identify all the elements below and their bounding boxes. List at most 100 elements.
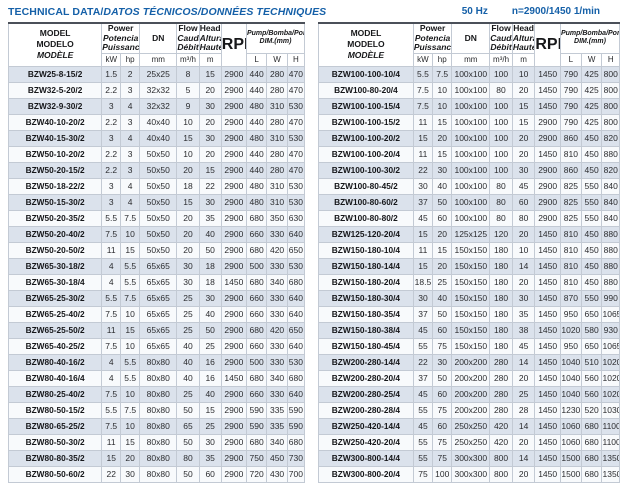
value-cell: 10 xyxy=(120,417,141,435)
model-cell: BZW150-180-38/4 xyxy=(318,321,414,339)
value-cell: 50x50 xyxy=(139,193,178,211)
value-cell: 3 xyxy=(101,177,122,195)
value-cell: 660 xyxy=(245,305,268,323)
value-cell: 790 xyxy=(559,97,582,115)
value-cell: 2900 xyxy=(220,161,247,179)
value-cell: 7.5 xyxy=(101,337,122,355)
value-cell: 15 xyxy=(412,225,434,243)
value-cell: 1500 xyxy=(559,465,582,483)
value-cell: 75 xyxy=(432,433,453,451)
value-cell: 50x50 xyxy=(139,177,178,195)
value-cell: 25 xyxy=(432,273,453,291)
value-cell: 425 xyxy=(580,65,603,83)
value-cell: 40 xyxy=(198,305,222,323)
value-cell: 75 xyxy=(412,465,434,483)
value-cell: 7.5 xyxy=(412,81,434,99)
value-cell: 530 xyxy=(286,177,306,195)
value-cell: 15 xyxy=(432,241,453,259)
value-cell: 335 xyxy=(266,417,288,435)
value-cell: 100x100 xyxy=(451,177,491,195)
unit-hp: hp xyxy=(432,52,453,67)
value-cell: 2900 xyxy=(220,401,247,419)
value-cell: 2.2 xyxy=(101,161,122,179)
value-cell: 520 xyxy=(580,401,603,419)
value-cell: 2.2 xyxy=(101,145,122,163)
value-cell: 200x200 xyxy=(451,369,491,387)
value-cell: 880 xyxy=(601,257,620,275)
value-cell: 60 xyxy=(198,465,222,483)
value-cell: 500 xyxy=(245,257,268,275)
table-row: BZW40-15-30/2 3 4 40x40 15 30 2900 480 310 530 xyxy=(7,129,306,147)
value-cell: 280 xyxy=(266,81,288,99)
value-cell: 590 xyxy=(245,401,268,419)
table-row: BZW100-80-20/4 7.5 10 100x100 80 20 1450 790 425… xyxy=(318,81,620,99)
value-cell: 335 xyxy=(266,401,288,419)
value-cell: 300x300 xyxy=(451,449,491,467)
value-cell: 1450 xyxy=(534,465,561,483)
value-cell: 10 xyxy=(432,97,453,115)
value-cell: 330 xyxy=(266,385,288,403)
model-cell: BZW80-25-40/2 xyxy=(7,385,103,403)
model-cell: BZW150-180-14/4 xyxy=(318,257,414,275)
value-cell: 1450 xyxy=(534,225,561,243)
value-cell: 30 xyxy=(412,289,434,307)
value-cell: 15 xyxy=(176,129,200,147)
table-row: BZW100-100-20/2 15 20 100x100 100 20 2900 860 45… xyxy=(318,129,620,147)
model-cell: BZW100-80-20/4 xyxy=(318,81,414,99)
value-cell: 2900 xyxy=(534,129,561,147)
value-cell: 7.5 xyxy=(101,305,122,323)
value-cell: 40 xyxy=(198,385,222,403)
value-cell: 250x250 xyxy=(451,433,491,451)
col-header-head: Head Altura Hauteur xyxy=(198,22,222,54)
value-cell: 55 xyxy=(412,449,434,467)
value-cell: 15 xyxy=(198,161,222,179)
value-cell: 22 xyxy=(198,177,222,195)
unit-kw: kW xyxy=(101,52,122,67)
value-cell: 2900 xyxy=(220,449,247,467)
table-body-left: BZW25-8-15/2 1.5 2 25x25 8 15 2900 440 280 470 BZW… xyxy=(7,65,306,483)
value-cell: 1350 xyxy=(601,449,620,467)
value-cell: 25 xyxy=(176,289,200,307)
value-cell: 640 xyxy=(286,385,306,403)
value-cell: 15 xyxy=(198,401,222,419)
value-cell: 180 xyxy=(489,273,513,291)
value-cell: 10 xyxy=(120,337,141,355)
value-cell: 30 xyxy=(432,353,453,371)
model-cell: BZW65-25-30/2 xyxy=(7,289,103,307)
value-cell: 15 xyxy=(120,433,141,451)
title-bar: TECHNICAL DATA/DATOS TÉCNICOS/DONNÉES TE… xyxy=(8,4,620,22)
model-cell: BZW150-180-35/4 xyxy=(318,305,414,323)
value-cell: 80x80 xyxy=(139,465,178,483)
value-cell: 14 xyxy=(511,353,536,371)
value-cell: 50x50 xyxy=(139,145,178,163)
table-header: MODEL MODELO MODÈLE Power Potencia Puiss… xyxy=(7,22,306,67)
value-cell: 1450 xyxy=(534,353,561,371)
value-cell: 1450 xyxy=(534,273,561,291)
value-cell: 330 xyxy=(266,225,288,243)
value-cell: 125x125 xyxy=(451,225,491,243)
value-cell: 7.5 xyxy=(432,65,453,83)
unit-l: L xyxy=(559,52,582,67)
value-cell: 14 xyxy=(511,417,536,435)
value-cell: 330 xyxy=(266,289,288,307)
page-title-intl: DATOS TÉCNICOS/DONNÉES TECHNIQUES xyxy=(103,6,327,18)
value-cell: 14 xyxy=(511,449,536,467)
value-cell: 1020 xyxy=(601,385,620,403)
table-body-right: BZW100-100-10/4 5.5 7.5 100x100 100 10 1450 790… xyxy=(318,65,620,483)
value-cell: 75 xyxy=(432,337,453,355)
value-cell: 450 xyxy=(580,273,603,291)
value-cell: 20 xyxy=(511,81,536,99)
value-cell: 22 xyxy=(412,161,434,179)
value-cell: 180 xyxy=(489,257,513,275)
value-cell: 1450 xyxy=(534,321,561,339)
model-cell: BZW40-15-30/2 xyxy=(7,129,103,147)
value-cell: 440 xyxy=(245,81,268,99)
table-row: BZW150-180-35/4 37 50 150x150 180 35 1450 950 65… xyxy=(318,305,620,323)
value-cell: 100x100 xyxy=(451,145,491,163)
value-cell: 1060 xyxy=(559,433,582,451)
model-cell: BZW50-18-22/2 xyxy=(7,177,103,195)
value-cell: 25 xyxy=(176,385,200,403)
value-cell: 280 xyxy=(489,369,513,387)
model-cell: BZW200-280-25/4 xyxy=(318,385,414,403)
model-cell: BZW250-420-20/4 xyxy=(318,433,414,451)
